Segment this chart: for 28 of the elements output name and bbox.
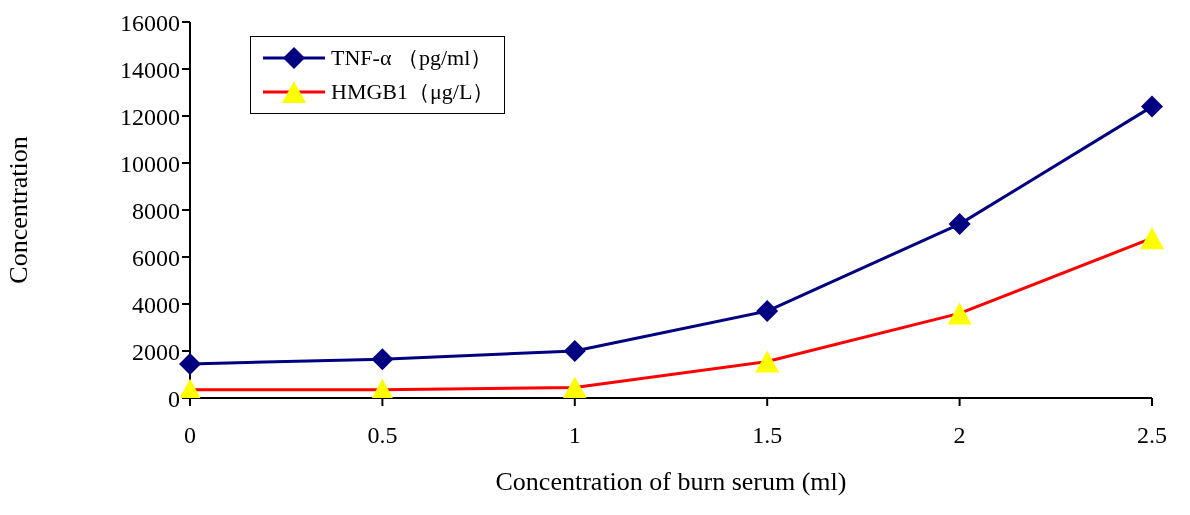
x-tick-label: 1 [568,422,581,449]
y-tick-label: 2000 [132,338,180,365]
y-tick-label: 14000 [120,56,180,83]
point [947,302,972,325]
x-tick-label: 2 [953,422,966,449]
point [562,376,587,398]
point [179,352,201,375]
legend-label: TNF-α （pg/ml） [331,44,493,72]
y-tick-label: 8000 [132,197,180,224]
x-tick-label: 1.5 [752,422,783,449]
point [1140,227,1164,250]
y-tick-label: 10000 [120,150,180,177]
x-axis-title: Concentration of burn serum (ml) [495,467,847,496]
y-tick-label: 12000 [120,103,180,130]
y-tick-label: 6000 [132,244,180,271]
legend-label: HMGB1（μg/L） [331,78,495,106]
point [756,300,779,323]
y-tick-label: 16000 [120,9,180,36]
y-tick-label: 0 [168,385,180,412]
point [563,340,586,362]
x-tick-label: 0.5 [367,422,398,449]
point [755,350,780,373]
y-tick-label: 4000 [132,291,180,318]
point [948,213,971,236]
y-axis-title: Concentration [4,136,34,284]
point [371,348,394,371]
x-tick-label: 2.5 [1137,422,1167,449]
point [1141,95,1163,118]
